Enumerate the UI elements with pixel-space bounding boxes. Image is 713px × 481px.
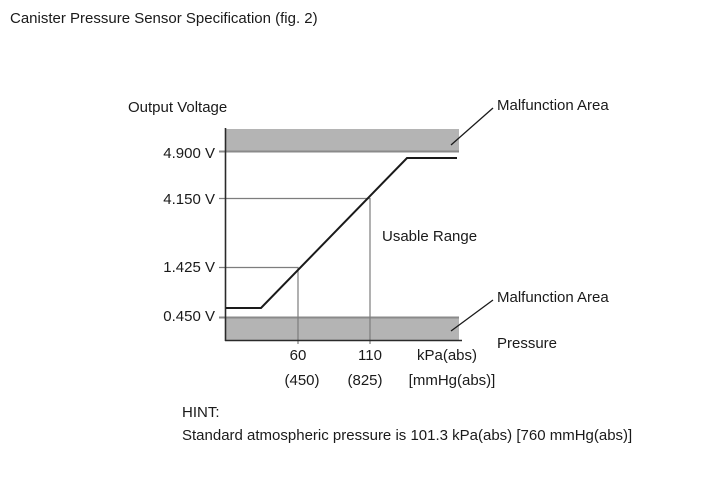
annotation-malfunction-area-top: Malfunction Area [497, 97, 609, 114]
y-tick-4150: 4.150 V [163, 191, 215, 208]
x-tick-825-mmhg: (825) [347, 372, 383, 389]
y-axis-title: Output Voltage [128, 99, 228, 116]
x-unit-kpa: kPa(abs) [416, 347, 478, 364]
x-tick-110-kpa: 110 [358, 347, 382, 364]
malfunction-band-bottom [226, 318, 459, 340]
y-tick-4900: 4.900 V [163, 145, 215, 162]
malfunction-band-top [226, 129, 459, 152]
y-tick-1425: 1.425 V [163, 259, 215, 276]
x-unit-mmhg: [mmHg(abs)] [408, 372, 496, 389]
annotation-malfunction-area-bottom: Malfunction Area [497, 289, 609, 306]
x-tick-60-kpa: 60 [289, 347, 307, 364]
x-axis-title: Pressure [497, 335, 558, 352]
x-tick-450-mmhg: (450) [284, 372, 320, 389]
annotation-usable-range: Usable Range [382, 228, 478, 245]
reference-line-1425-60 [219, 266, 299, 344]
leader-line-malfunction-top [450, 107, 494, 146]
leader-line-malfunction-bottom [450, 299, 494, 332]
y-tick-0450: 0.450 V [163, 308, 215, 325]
hint-label: HINT: [182, 404, 220, 421]
figure-title: Canister Pressure Sensor Specification (… [10, 10, 318, 27]
sensor-output-curve [226, 157, 457, 309]
hint-text: Standard atmospheric pressure is 101.3 k… [182, 427, 633, 444]
reference-line-4150-110 [219, 197, 371, 344]
